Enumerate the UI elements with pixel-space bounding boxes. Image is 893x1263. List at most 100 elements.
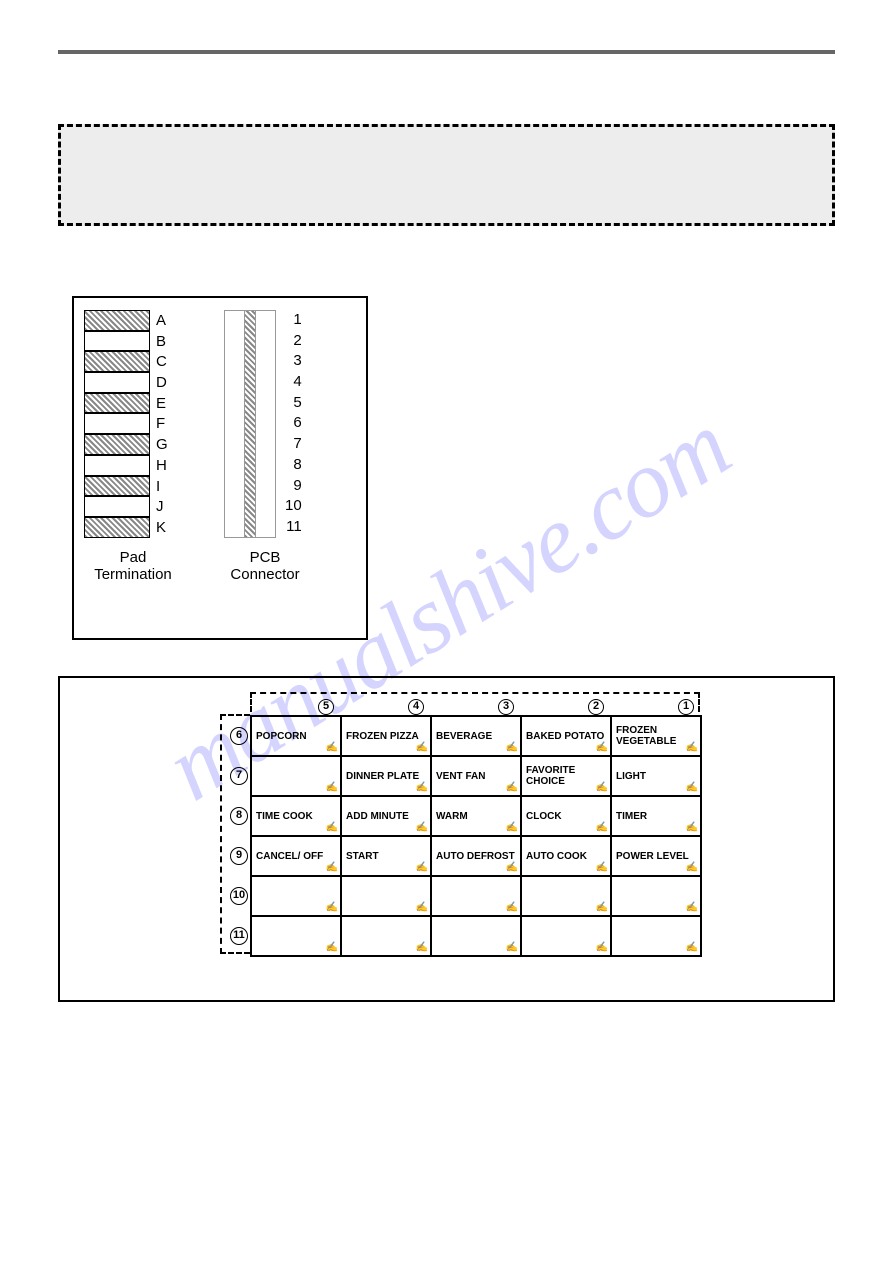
key-icon: ✍: [416, 862, 428, 873]
pad-pcb-diagram: ABCDEFGHIJK 1234567891011 PadTermination…: [72, 296, 368, 640]
key-icon: ✍: [686, 822, 698, 833]
key-cell: WARM✍: [431, 796, 521, 836]
pad-label: C: [156, 352, 168, 373]
key-icon: ✍: [596, 742, 608, 753]
key-cell: CLOCK✍: [521, 796, 611, 836]
key-cell: TIME COOK✍8: [251, 796, 341, 836]
pad-label: F: [156, 414, 168, 435]
key-cell: POWER LEVEL✍: [611, 836, 701, 876]
key-icon: ✍: [596, 862, 608, 873]
pad-label: J: [156, 497, 168, 518]
key-icon: ✍: [686, 782, 698, 793]
key-cell: ✍: [431, 876, 521, 916]
col-header: 3: [430, 696, 520, 715]
pcb-label: 11: [282, 517, 302, 538]
pcb-label: 6: [282, 413, 302, 434]
col-header: 1: [610, 696, 700, 715]
key-cell: ✍: [611, 916, 701, 956]
key-cell: AUTO DEFROST✍: [431, 836, 521, 876]
pad-label: H: [156, 456, 168, 477]
key-cell: ADD MINUTE✍: [341, 796, 431, 836]
pad-label: D: [156, 373, 168, 394]
key-icon: ✍: [686, 862, 698, 873]
pcb-label: 2: [282, 331, 302, 352]
key-cell: ✍11: [251, 916, 341, 956]
key-cell: ✍: [521, 876, 611, 916]
key-icon: ✍: [506, 902, 518, 913]
row-header: 6: [230, 727, 248, 745]
pad-label: G: [156, 435, 168, 456]
dashed-callout-box: [58, 124, 835, 226]
key-icon: ✍: [326, 742, 338, 753]
pcb-label: 4: [282, 372, 302, 393]
key-cell: ✍: [341, 916, 431, 956]
key-icon: ✍: [506, 822, 518, 833]
column-headers: 54321: [250, 696, 783, 715]
pcb-label: 8: [282, 455, 302, 476]
key-icon: ✍: [686, 742, 698, 753]
pad-label: A: [156, 311, 168, 332]
key-cell: VENT FAN✍: [431, 756, 521, 796]
key-icon: ✍: [506, 862, 518, 873]
key-cell: FROZEN VEGETABLE✍: [611, 716, 701, 756]
key-matrix-table-box: 54321 POPCORN✍6FROZEN PIZZA✍BEVERAGE✍BAK…: [58, 676, 835, 1002]
key-icon: ✍: [416, 822, 428, 833]
key-cell: ✍: [521, 916, 611, 956]
key-cell: FAVORITE CHOICE✍: [521, 756, 611, 796]
key-cell: CANCEL/ OFF✍9: [251, 836, 341, 876]
row-header: 8: [230, 807, 248, 825]
pad-label: I: [156, 477, 168, 498]
key-icon: ✍: [416, 782, 428, 793]
key-icon: ✍: [596, 902, 608, 913]
key-cell: AUTO COOK✍: [521, 836, 611, 876]
key-icon: ✍: [326, 902, 338, 913]
key-matrix-table: POPCORN✍6FROZEN PIZZA✍BEVERAGE✍BAKED POT…: [250, 715, 702, 957]
row-header: 7: [230, 767, 248, 785]
key-cell: ✍7: [251, 756, 341, 796]
col-header: 2: [520, 696, 610, 715]
key-cell: ✍10: [251, 876, 341, 916]
pad-termination-strip: ABCDEFGHIJK: [84, 310, 168, 539]
key-icon: ✍: [326, 782, 338, 793]
key-icon: ✍: [686, 902, 698, 913]
col-header: 5: [250, 696, 340, 715]
page: manualshive.com ABCDEFGHIJK 123456789101…: [0, 0, 893, 1263]
key-icon: ✍: [506, 742, 518, 753]
key-cell: ✍: [431, 916, 521, 956]
key-icon: ✍: [506, 782, 518, 793]
key-cell: ✍: [341, 876, 431, 916]
row-header: 10: [230, 887, 248, 905]
row-header: 11: [230, 927, 248, 945]
pcb-label: 9: [282, 476, 302, 497]
pcb-label: 10: [282, 496, 302, 517]
pcb-caption: PCBConnector: [220, 549, 310, 583]
key-cell: LIGHT✍: [611, 756, 701, 796]
pad-label: K: [156, 518, 168, 539]
key-icon: ✍: [686, 942, 698, 953]
col-header: 4: [340, 696, 430, 715]
key-icon: ✍: [596, 942, 608, 953]
key-icon: ✍: [416, 902, 428, 913]
row-header: 9: [230, 847, 248, 865]
key-icon: ✍: [416, 742, 428, 753]
key-cell: BEVERAGE✍: [431, 716, 521, 756]
pcb-label: 5: [282, 393, 302, 414]
key-cell: POPCORN✍6: [251, 716, 341, 756]
key-icon: ✍: [596, 782, 608, 793]
key-cell: ✍: [611, 876, 701, 916]
key-cell: DINNER PLATE✍: [341, 756, 431, 796]
pad-label: B: [156, 332, 168, 353]
pcb-connector-strip: 1234567891011: [224, 310, 302, 539]
key-icon: ✍: [596, 822, 608, 833]
pcb-label: 3: [282, 351, 302, 372]
pad-label: E: [156, 394, 168, 415]
key-cell: FROZEN PIZZA✍: [341, 716, 431, 756]
dashed-row-bracket: [220, 714, 250, 954]
pcb-label: 1: [282, 310, 302, 331]
key-cell: START✍: [341, 836, 431, 876]
pcb-label: 7: [282, 434, 302, 455]
key-cell: BAKED POTATO✍: [521, 716, 611, 756]
key-icon: ✍: [326, 942, 338, 953]
pad-caption: PadTermination: [84, 549, 182, 583]
key-icon: ✍: [416, 942, 428, 953]
